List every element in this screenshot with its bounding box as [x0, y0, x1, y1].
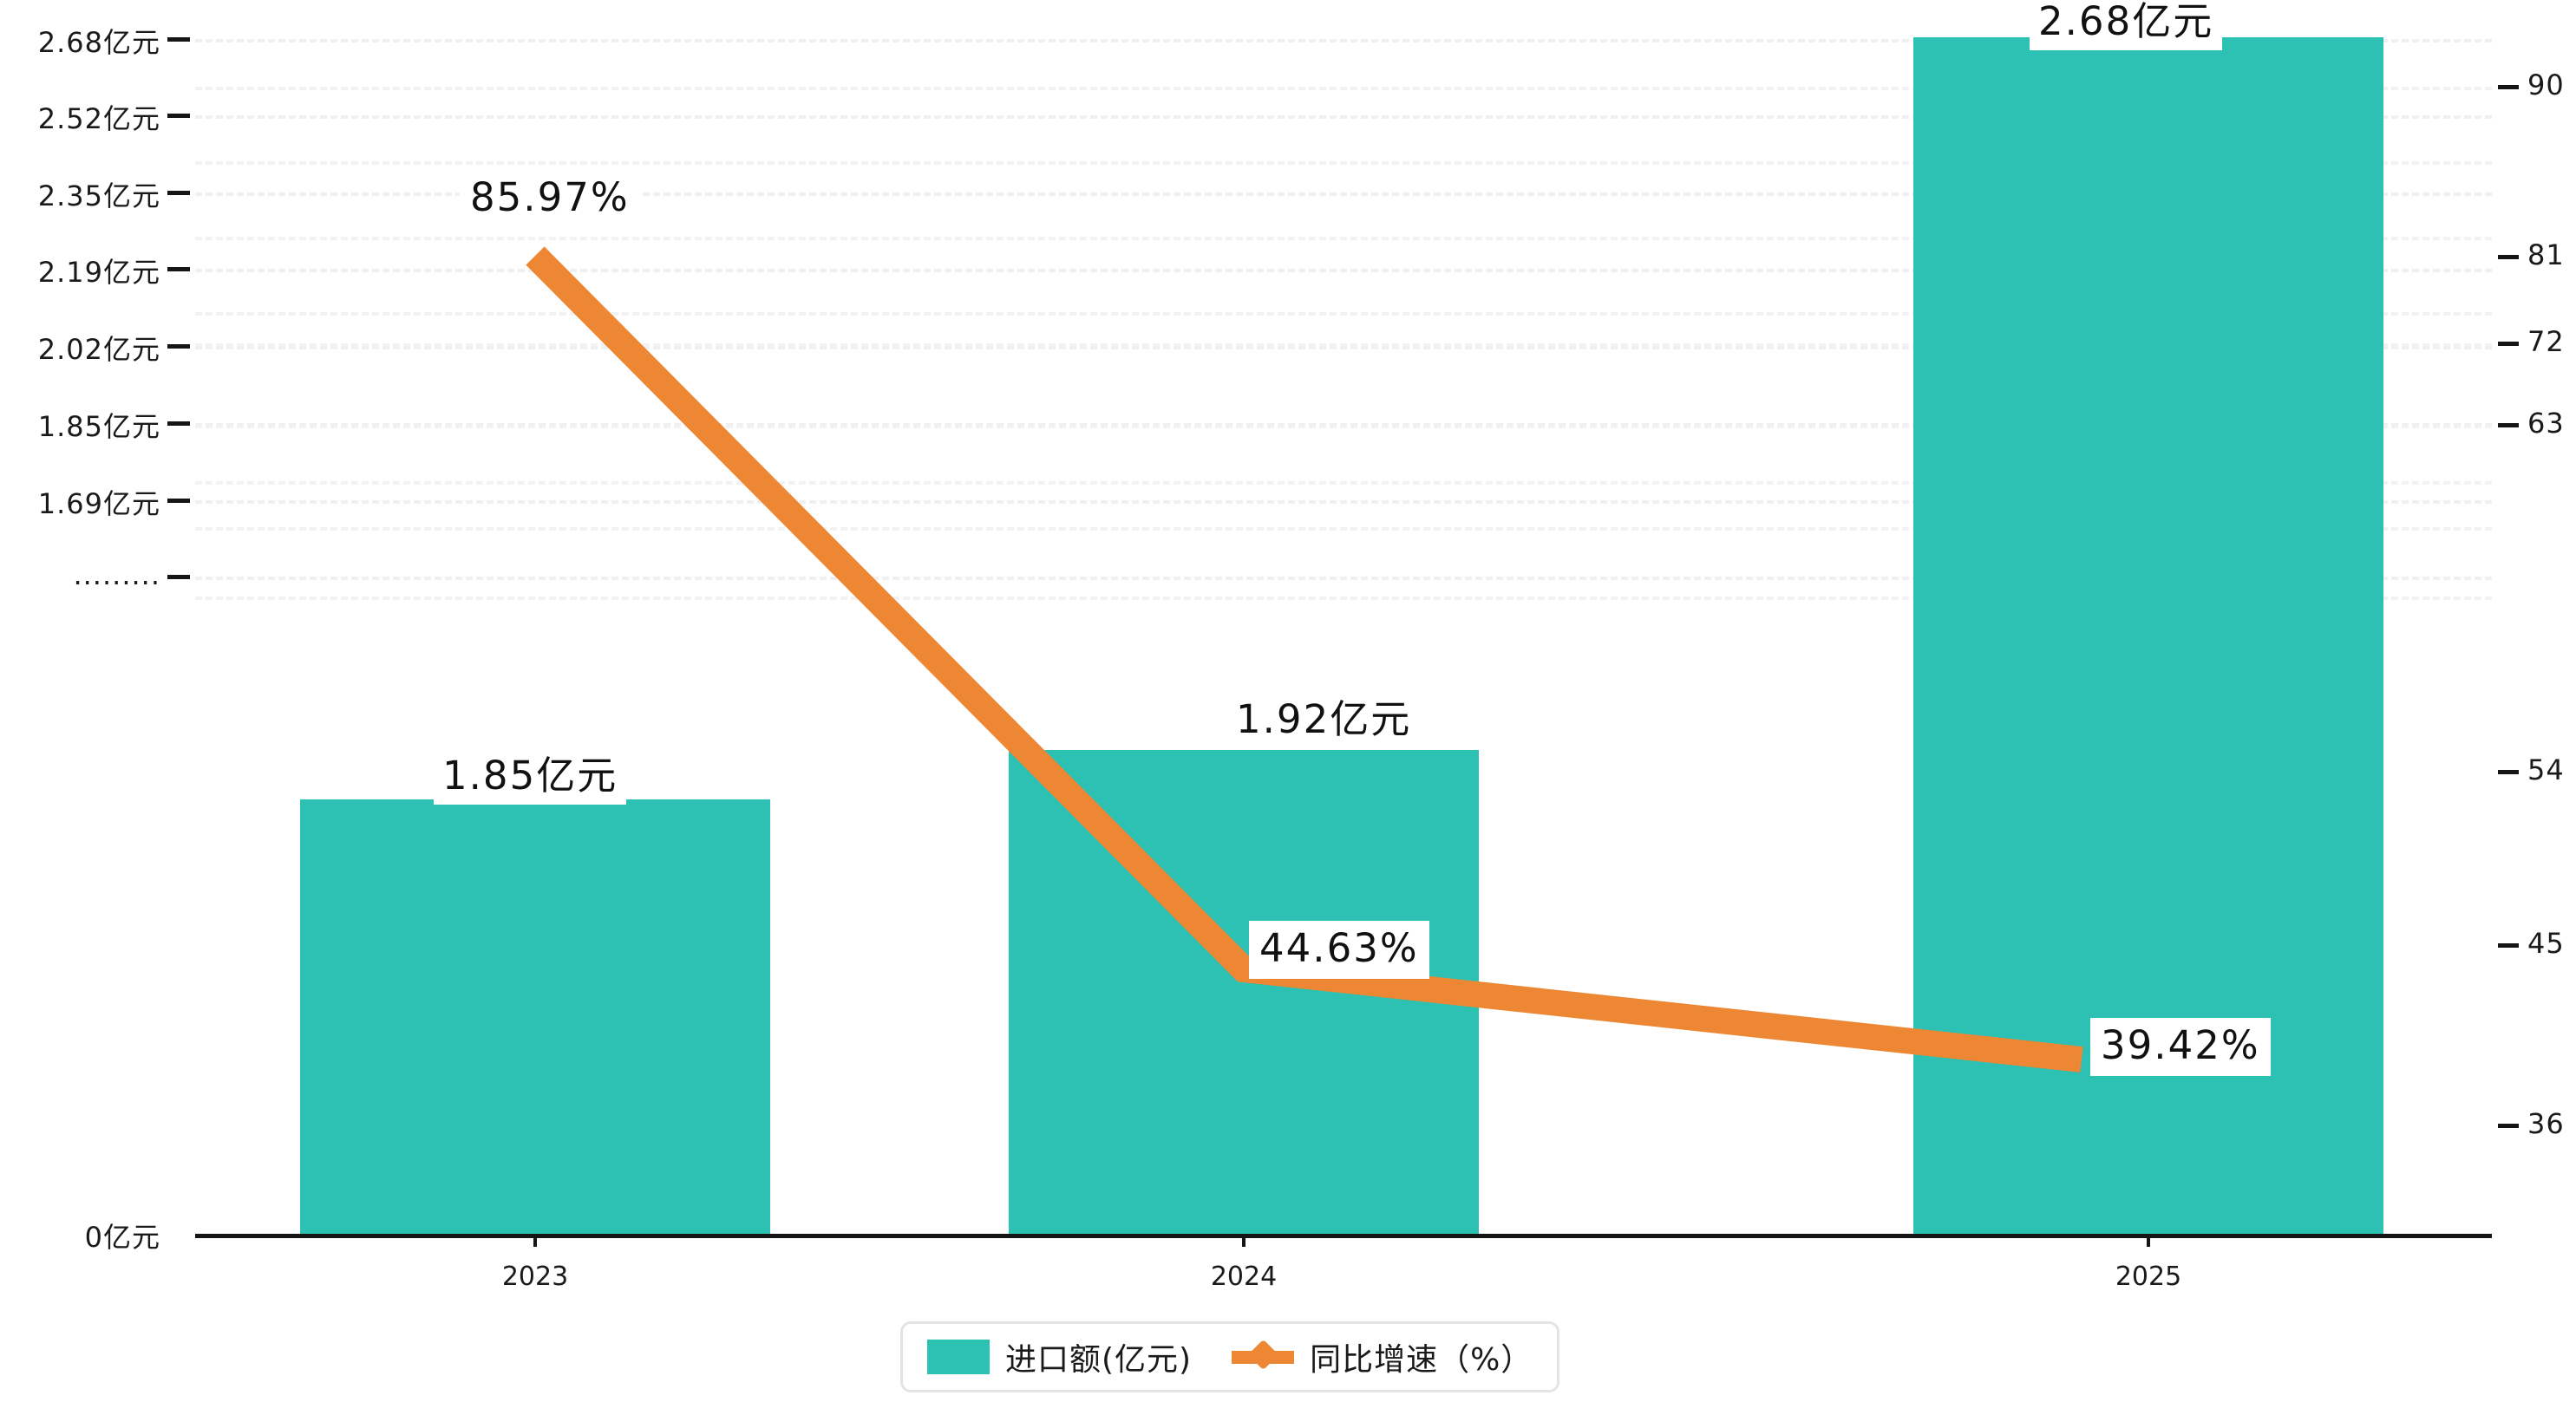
- y-left-tick-mark: [167, 575, 190, 579]
- gridline-right: [195, 237, 2492, 240]
- x-tick-2024: [1242, 1238, 1246, 1247]
- y-left-tick-label: 1.85亿元: [37, 410, 160, 443]
- x-tick-2023: [533, 1238, 537, 1247]
- chart-legend: 进口额(亿元) 同比增速（%）: [900, 1321, 1560, 1392]
- y-right-tick-label: 72: [2527, 325, 2565, 358]
- y-right-tick-label: 63: [2527, 407, 2565, 440]
- y-left-tick-label: 2.35亿元: [37, 179, 160, 212]
- line-swatch-icon: [1232, 1339, 1295, 1374]
- y-right-tick-label: 54: [2527, 753, 2565, 786]
- y-right-tick-mark: [2498, 1124, 2519, 1128]
- gridline: [195, 192, 2492, 196]
- y-left-tick-mark: [167, 499, 190, 503]
- y-left-tick-label: 1.69亿元: [37, 487, 160, 520]
- y-left-tick-mark: [167, 114, 190, 118]
- x-label-2025: 2025: [2115, 1262, 2182, 1292]
- y-right-tick-mark: [2498, 255, 2519, 259]
- y-right-tick-label: 81: [2527, 238, 2565, 271]
- y-left-tick-label: 2.02亿元: [37, 333, 160, 366]
- gridline: [195, 115, 2492, 119]
- x-label-2023: 2023: [501, 1262, 569, 1292]
- y-left-tick-label: 2.68亿元: [37, 26, 160, 59]
- y-left-tick-mark: [167, 421, 190, 426]
- y-left-tick-mark: [167, 344, 190, 349]
- gridline-right: [195, 161, 2492, 165]
- bar-2023[interactable]: [300, 799, 770, 1234]
- x-axis-line: [195, 1234, 2492, 1238]
- y-left-tick-label: 2.19亿元: [37, 256, 160, 289]
- y-right-tick-label: 36: [2527, 1107, 2565, 1140]
- bar-swatch-icon: [927, 1340, 990, 1374]
- y-left-tick-label: 2.52亿元: [37, 102, 160, 135]
- y-left-tick-mark: [167, 191, 190, 195]
- legend-item-growth-rate[interactable]: 同比增速（%）: [1232, 1334, 1533, 1379]
- bar-value-label-2025: 2.68亿元: [2030, 0, 2223, 51]
- y-right-tick-mark: [2498, 342, 2519, 346]
- legend-item-import-value[interactable]: 进口额(亿元): [927, 1334, 1192, 1379]
- y-right-tick-label: 45: [2527, 927, 2565, 960]
- y-right-tick-mark: [2498, 770, 2519, 774]
- y-right-tick-label: 90: [2527, 68, 2565, 101]
- y-right-tick-mark: [2498, 943, 2519, 948]
- bar-value-label-2024: 1.92亿元: [1227, 694, 1421, 749]
- bar-value-label-2023: 1.85亿元: [434, 750, 627, 805]
- line-value-label-2023: 85.97%: [460, 170, 640, 229]
- y-left-axis-break-label: .........: [73, 558, 160, 591]
- x-tick-2025: [2147, 1238, 2150, 1247]
- legend-label-growth-rate: 同比增速（%）: [1310, 1342, 1533, 1378]
- y-right-tick-mark: [2498, 85, 2519, 89]
- line-value-label-2024: 44.63%: [1249, 921, 1429, 980]
- gridline-right: [195, 87, 2492, 90]
- y-left-tick-mark: [167, 267, 190, 271]
- legend-label-import-value: 进口额(亿元): [1005, 1342, 1193, 1378]
- y-right-tick-mark: [2498, 423, 2519, 427]
- bar-2024[interactable]: [1009, 750, 1479, 1234]
- line-value-label-2025: 39.42%: [2090, 1018, 2271, 1077]
- gridline: [195, 39, 2492, 42]
- x-label-2024: 2024: [1210, 1262, 1278, 1292]
- y-left-tick-label-zero: 0亿元: [84, 1221, 160, 1254]
- y-left-tick-mark: [167, 37, 190, 42]
